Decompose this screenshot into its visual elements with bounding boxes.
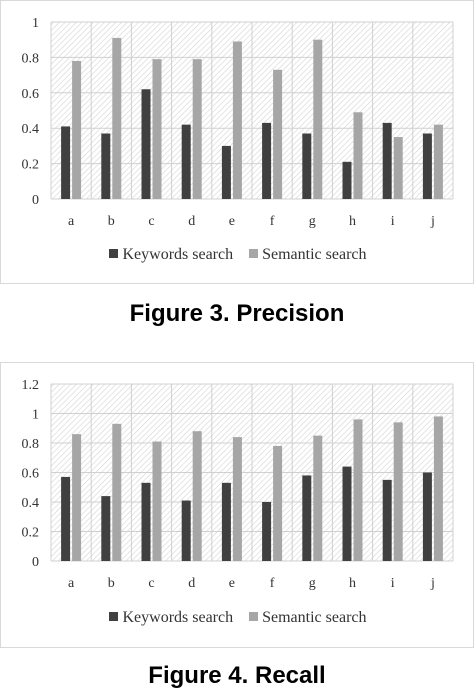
bar-keywords [382,122,392,199]
precision-chart-frame: 0 0.2 0.4 0.6 0.8 1 a b c d e f g h i j Keywords search… [0,0,474,284]
bar-keywords [262,502,272,561]
y-tick-label: 0.2 [22,158,40,173]
bar-keywords [302,133,312,199]
bar-semantic [353,419,363,561]
bar-keywords [61,126,71,199]
legend-swatch-keywords [109,249,119,258]
bar-keywords [141,89,151,199]
bar-keywords [382,479,392,561]
x-tick-label: f [270,576,275,591]
x-tick-label: b [108,576,115,591]
precision-chart: 0 0.2 0.4 0.6 0.8 1 a b c d e f g h i j [22,16,454,229]
bar-semantic [232,437,242,561]
x-tick-label: j [430,214,435,229]
bar-semantic [232,41,242,199]
x-tick-label: j [430,576,435,591]
bar-keywords [101,496,111,561]
bar-semantic [313,39,323,200]
y-tick-label: 0 [32,555,39,570]
bar-semantic [273,445,283,561]
x-tick-label: g [309,576,316,591]
recall-legend: Keywords search Semantic search [1,609,474,627]
y-tick-label: 0.6 [22,87,40,102]
x-tick-label: c [148,214,154,229]
x-tick-label: d [188,576,195,591]
x-tick-label: e [229,214,235,229]
bar-keywords [181,124,191,199]
x-tick-label: h [349,214,356,229]
figure-3-caption: Figure 3. Precision [129,300,345,327]
bar-semantic [393,137,403,199]
x-tick-label: f [270,214,275,229]
x-tick-label: i [391,214,395,229]
bar-keywords [302,475,312,561]
y-tick-label: 0.4 [22,122,40,137]
x-tick-label: c [148,576,154,591]
bar-semantic [112,37,122,200]
bar-keywords [342,161,352,199]
x-tick-label: a [68,214,75,229]
bar-keywords [262,122,272,199]
bar-semantic [313,435,323,561]
x-tick-label: e [229,576,235,591]
bar-semantic [393,422,403,561]
bar-keywords [422,133,432,199]
x-tick-label: d [188,214,195,229]
x-tick-label: a [68,576,75,591]
figure-4-caption: Figure 4. Recall [148,662,326,689]
legend-swatch-semantic [249,249,259,258]
precision-legend: Keywords search Semantic search [1,246,474,264]
bar-keywords [221,145,231,199]
legend-item-keywords: Keywords search [109,609,233,627]
x-tick-label: b [108,214,115,229]
x-tick-label: h [349,576,356,591]
bar-keywords [101,133,111,199]
x-tick-label: i [391,576,395,591]
bar-semantic [152,441,162,561]
bar-semantic [72,60,82,199]
bar-semantic [273,69,283,199]
bar-semantic [192,431,202,561]
bar-keywords [61,476,71,561]
y-tick-label: 0.8 [22,51,40,66]
y-tick-label: 0.6 [22,467,40,482]
bar-keywords [181,500,191,561]
legend-label-keywords: Keywords search [122,609,234,626]
legend-label-semantic: Semantic search [262,246,367,263]
legend-swatch-semantic [249,612,259,621]
legend-item-keywords: Keywords search [109,246,233,264]
bar-semantic [192,59,202,199]
bar-semantic [152,59,162,199]
legend-item-semantic: Semantic search [249,609,367,627]
bar-keywords [342,466,352,561]
bar-keywords [141,482,151,561]
legend-label-keywords: Keywords search [122,246,234,263]
y-tick-label: 1.2 [22,378,40,393]
bar-keywords [221,482,231,561]
bar-semantic [353,112,363,199]
bar-keywords [422,472,432,561]
y-tick-label: 0.8 [22,437,40,452]
bar-semantic [72,434,82,561]
bar-semantic [433,124,443,199]
recall-chart: 0 0.2 0.4 0.6 0.8 1 1.2 a b c d e f g h i j [22,378,454,591]
y-tick-label: 1 [32,16,39,31]
bar-semantic [112,423,122,561]
recall-chart-frame: 0 0.2 0.4 0.6 0.8 1 1.2 a b c d e f g h i j Keywords sea… [0,362,474,648]
y-tick-label: 0.4 [22,496,40,511]
bar-semantic [433,416,443,561]
legend-swatch-keywords [109,612,119,621]
legend-label-semantic: Semantic search [262,609,367,626]
legend-item-semantic: Semantic search [249,246,367,264]
x-tick-label: g [309,214,316,229]
y-tick-label: 0 [32,193,39,208]
y-tick-label: 1 [32,408,39,423]
y-tick-label: 0.2 [22,526,40,541]
